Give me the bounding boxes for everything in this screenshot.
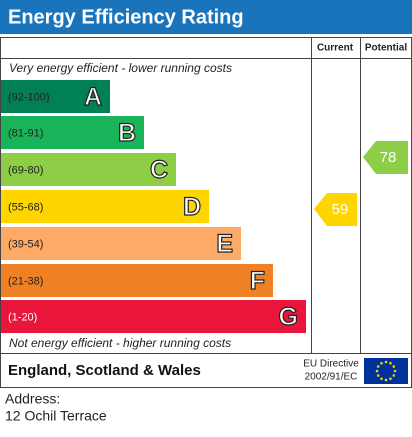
- star: [384, 378, 388, 382]
- band-range: (81-91): [8, 127, 43, 139]
- star: [376, 374, 380, 377]
- band-letter: E: [216, 230, 233, 258]
- star: [389, 361, 392, 365]
- band-range: (1-20): [8, 311, 37, 323]
- band-range: (39-54): [8, 238, 43, 250]
- star: [393, 369, 397, 373]
- band-letter: B: [118, 119, 136, 147]
- region: England, Scotland & Wales: [8, 362, 201, 379]
- star: [392, 374, 396, 377]
- band-range: (21-38): [8, 275, 43, 287]
- current-value: 59: [332, 201, 349, 218]
- band-letter: C: [150, 156, 168, 184]
- band-letter: A: [84, 83, 102, 111]
- directive: EU Directive: [303, 359, 359, 370]
- band-letter: G: [279, 303, 298, 331]
- star: [389, 377, 392, 381]
- band: [1, 80, 110, 113]
- current-arrow: [314, 193, 357, 226]
- potential-arrow: [363, 141, 408, 174]
- band: [1, 116, 144, 149]
- band-letter: D: [183, 193, 201, 221]
- address: 12 Ochil Terrace: [5, 408, 107, 424]
- band-letter: F: [250, 267, 265, 295]
- band-range: (69-80): [8, 164, 43, 176]
- header-bar: [0, 0, 412, 34]
- eu-stars: [375, 360, 397, 382]
- top-note: Very energy efficient - lower running co…: [9, 61, 232, 75]
- bottom-note: Not energy efficient - higher running co…: [9, 336, 231, 350]
- star: [392, 365, 396, 368]
- band: [1, 300, 306, 333]
- band: [1, 227, 241, 260]
- star: [380, 377, 383, 381]
- star: [376, 365, 380, 368]
- band: [1, 190, 209, 223]
- band-range: (55-68): [8, 201, 43, 213]
- column-label: Potential: [365, 43, 407, 54]
- star: [380, 361, 383, 365]
- column-label: Current: [317, 43, 354, 54]
- star: [384, 360, 388, 364]
- address-label: Address:: [5, 391, 60, 407]
- potential-value: 78: [380, 149, 397, 166]
- band: [1, 264, 273, 297]
- directive: 2002/91/EC: [305, 372, 358, 383]
- star: [375, 369, 379, 373]
- band: [1, 153, 176, 186]
- band-range: (92-100): [8, 91, 50, 103]
- title: Energy Efficiency Rating: [8, 6, 244, 28]
